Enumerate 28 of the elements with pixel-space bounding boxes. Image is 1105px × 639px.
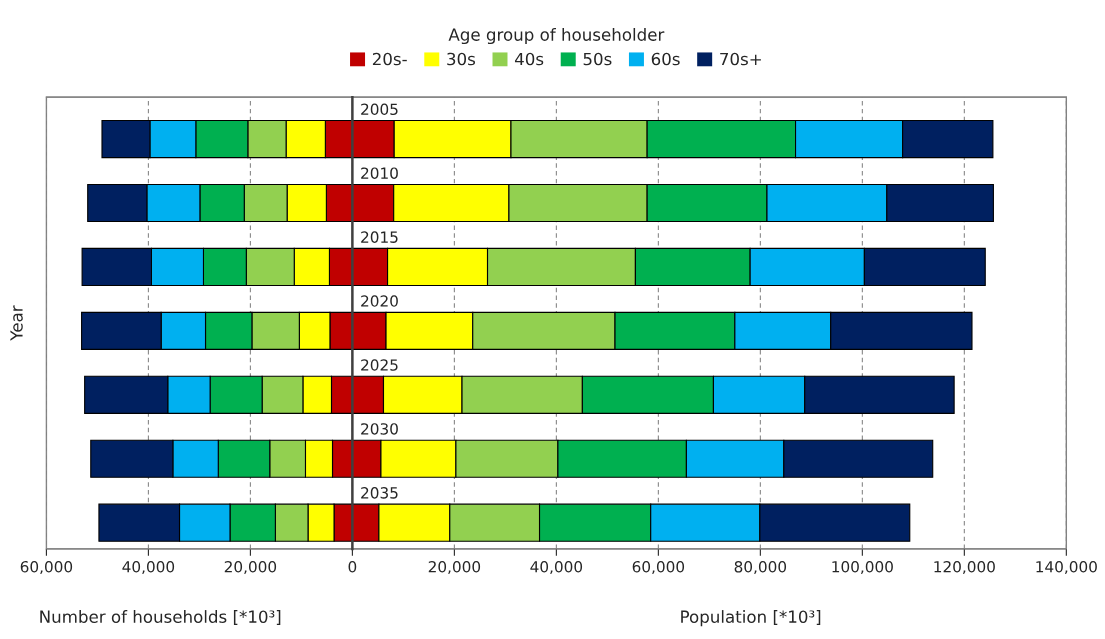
x-tick-label: 100,000 <box>832 560 893 575</box>
y-tick-label: 2020 <box>361 295 398 307</box>
x-tick-label: 120,000 <box>934 560 995 575</box>
text: Population [*10³] <box>681 610 821 627</box>
x-tick-label: 60,000 <box>632 560 685 575</box>
legend-label: 70s+ <box>720 52 761 66</box>
x-tick-label: 140,000 <box>1036 560 1097 575</box>
x-tick-label: 40,000 <box>122 560 175 575</box>
x-axis-title: Number of households [*10³] <box>40 610 281 625</box>
y-tick-label: 2015 <box>361 231 398 243</box>
y-tick-label: 2010 <box>361 167 398 179</box>
legend-label: 30s <box>447 52 476 66</box>
y-axis-title: Year <box>10 305 23 341</box>
y-tick-label: 2005 <box>361 103 398 116</box>
legend-label: 40s <box>514 52 544 66</box>
legend-label: 50s <box>583 52 612 66</box>
y-tick-label: 2030 <box>361 423 398 435</box>
x-tick-label: 0 <box>348 560 357 573</box>
y-tick-label: 2035 <box>361 487 398 499</box>
x-tick-label: 40,000 <box>530 560 583 575</box>
x-tick-label: 20,000 <box>224 560 277 575</box>
x-tick-label: 20,000 <box>428 560 481 575</box>
y-tick-label: 2025 <box>361 359 398 371</box>
legend-label: 60s <box>651 52 680 66</box>
x-tick-label: 60,000 <box>20 560 73 575</box>
x-tick-label: 80,000 <box>734 560 787 575</box>
legend-label: 20s- <box>372 52 407 66</box>
legend-title: Age group of householder <box>448 27 665 45</box>
